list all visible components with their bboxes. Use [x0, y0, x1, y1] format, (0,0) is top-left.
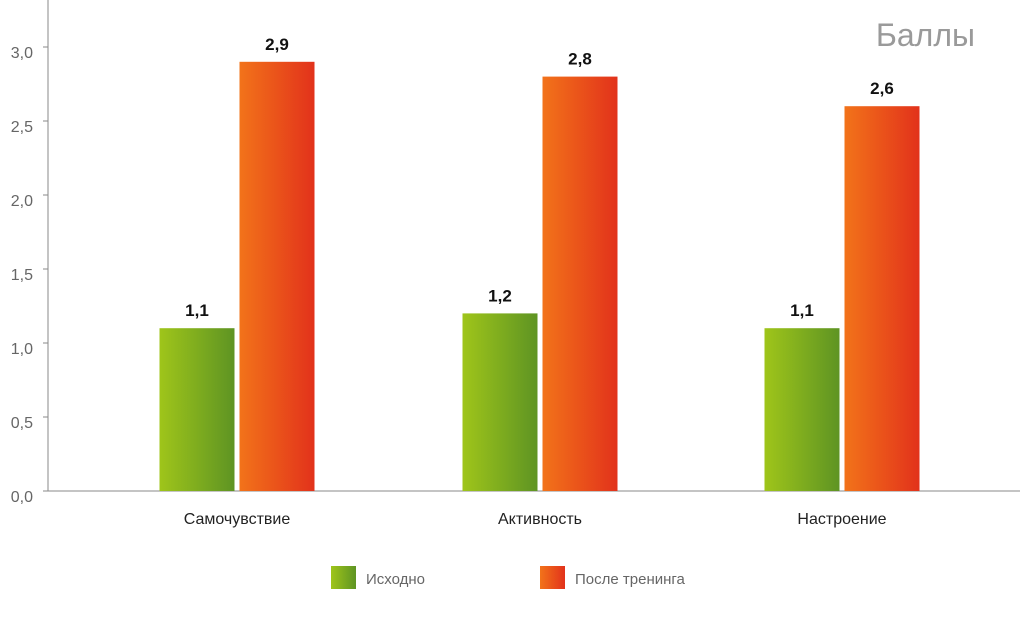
y-tick-label: 0,0 — [11, 489, 33, 506]
bar-after-training — [542, 76, 618, 491]
legend-item: После тренинга — [540, 566, 686, 589]
bar-after-training — [239, 61, 315, 492]
data-label: 2,6 — [870, 79, 894, 98]
y-tick-label: 2,0 — [11, 193, 33, 210]
legend-swatch — [331, 566, 356, 589]
bar-initial — [764, 328, 840, 491]
category-label: Настроение — [797, 511, 886, 528]
legend-label: Исходно — [366, 571, 425, 588]
bar-layer — [159, 61, 920, 492]
data-label: 2,9 — [265, 35, 289, 54]
legend-label: После тренинга — [575, 571, 686, 588]
legend-item: Исходно — [331, 566, 425, 589]
category-label: Активность — [498, 511, 582, 528]
bar-after-training — [844, 106, 920, 491]
bar-initial — [462, 313, 538, 491]
data-label: 1,2 — [488, 286, 512, 305]
data-label: 2,8 — [568, 50, 592, 69]
y-tick-label: 0,5 — [11, 415, 33, 432]
unit-label: Баллы — [876, 17, 975, 53]
y-tick-label: 1,0 — [11, 341, 33, 358]
y-tick-label: 2,5 — [11, 119, 33, 136]
y-tick-label: 3,0 — [11, 45, 33, 62]
y-tick-label: 1,5 — [11, 267, 33, 284]
legend: Исходно После тренинга — [331, 566, 686, 589]
data-label: 1,1 — [185, 301, 209, 320]
legend-swatch — [540, 566, 565, 589]
data-label: 1,1 — [790, 301, 814, 320]
category-label: Самочувствие — [184, 511, 291, 528]
bar-initial — [159, 328, 235, 491]
label-layer: 1,1 2,9 Самочувствие 1,2 2,8 Активность 1,1 2,6… — [184, 35, 894, 528]
